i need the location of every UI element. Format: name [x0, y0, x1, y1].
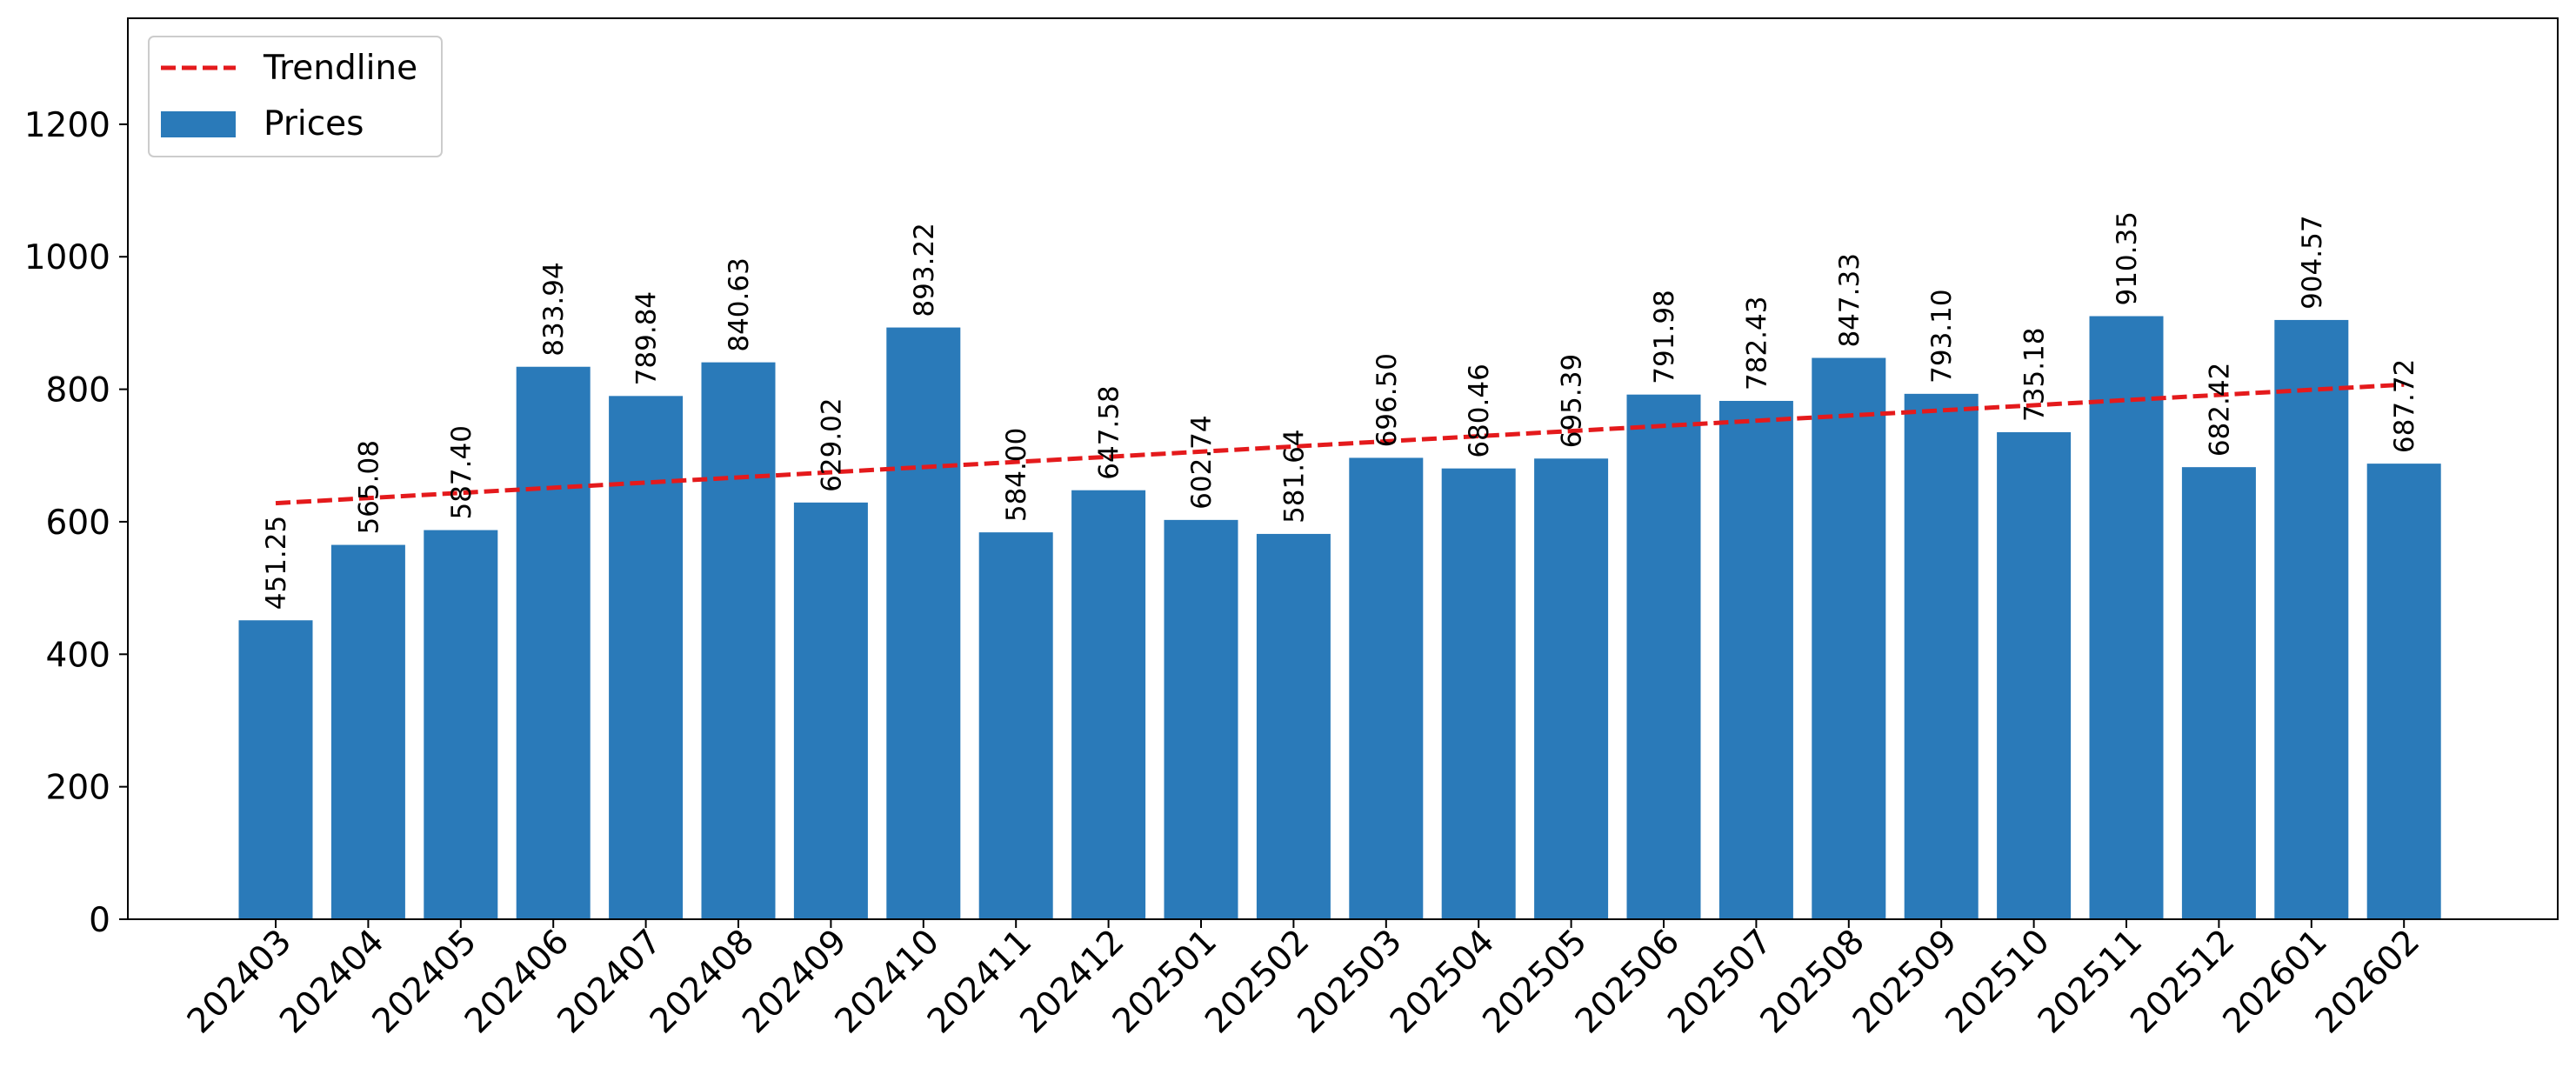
data-label-202408: 840.63 — [724, 257, 755, 351]
y-tick-label: 400 — [46, 636, 110, 675]
y-tick-label: 600 — [46, 504, 110, 543]
legend-trendline-label: Trendline — [263, 49, 417, 88]
bar-202501 — [1164, 519, 1238, 919]
data-label-202405: 587.40 — [446, 425, 477, 519]
y-tick-label: 1200 — [24, 106, 110, 145]
bar-202602 — [2366, 464, 2441, 919]
trendline-layer — [275, 382, 2405, 506]
bar-202508 — [1812, 357, 1886, 919]
data-label-202410: 893.22 — [909, 223, 940, 317]
data-label-202602: 687.72 — [2389, 359, 2420, 453]
y-tick-label: 200 — [46, 769, 110, 808]
bars-layer — [238, 316, 2441, 920]
bar-202412 — [1071, 490, 1146, 919]
bar-202601 — [2274, 319, 2349, 919]
data-label-202403: 451.25 — [261, 516, 292, 610]
data-label-202601: 904.57 — [2297, 215, 2328, 309]
data-label-202512: 682.42 — [2204, 363, 2235, 457]
data-label-202505: 695.39 — [1557, 354, 1588, 448]
data-label-202412: 647.58 — [1094, 385, 1125, 479]
data-label-202406: 833.94 — [538, 262, 570, 356]
bar-202411 — [978, 532, 1053, 919]
data-label-202503: 696.50 — [1371, 353, 1403, 447]
data-label-202501: 602.74 — [1186, 415, 1218, 509]
bar-202510 — [1997, 431, 2072, 919]
bar-202407 — [609, 396, 684, 919]
data-label-202409: 629.02 — [816, 397, 847, 491]
bar-202507 — [1718, 400, 1793, 920]
y-tick-label: 1000 — [24, 238, 110, 277]
data-label-202404: 565.08 — [353, 440, 384, 534]
bar-202511 — [2089, 316, 2164, 920]
bar-202512 — [2181, 467, 2256, 919]
bar-202409 — [793, 502, 868, 919]
data-label-202411: 584.00 — [1001, 428, 1032, 522]
data-label-202507: 782.43 — [1741, 296, 1772, 390]
bar-202503 — [1349, 457, 1424, 919]
trendline — [275, 382, 2405, 506]
bar-202408 — [701, 362, 776, 920]
data-label-202506: 791.98 — [1649, 290, 1680, 384]
data-label-202510: 735.18 — [2019, 327, 2051, 421]
bar-202505 — [1534, 458, 1609, 919]
bar-202404 — [330, 544, 405, 919]
data-label-202508: 847.33 — [1834, 253, 1865, 347]
data-label-202511: 910.35 — [2112, 211, 2143, 305]
data-label-202509: 793.10 — [1926, 289, 1958, 383]
bar-202406 — [516, 366, 591, 919]
data-label-202407: 789.84 — [631, 291, 663, 385]
bar-202504 — [1441, 468, 1516, 919]
y-tick-label: 800 — [46, 371, 110, 410]
data-label-202504: 680.46 — [1464, 364, 1495, 457]
data-labels-layer: 451.25 565.08 587.40 833.94 789.84 840.63 629.… — [261, 211, 2420, 610]
bar-202410 — [886, 327, 961, 919]
y-tick-label: 0 — [89, 901, 110, 940]
bar-202403 — [238, 620, 313, 919]
bar-202506 — [1626, 394, 1701, 919]
bar-202509 — [1904, 393, 1979, 919]
bar-202502 — [1256, 533, 1331, 919]
plot-frame — [127, 17, 2559, 920]
data-label-202502: 581.64 — [1278, 429, 1310, 523]
bar-202405 — [424, 530, 498, 919]
legend: Trendline Prices — [148, 36, 443, 157]
legend-prices-label: Prices — [264, 104, 364, 143]
legend-prices-swatch — [161, 111, 236, 137]
